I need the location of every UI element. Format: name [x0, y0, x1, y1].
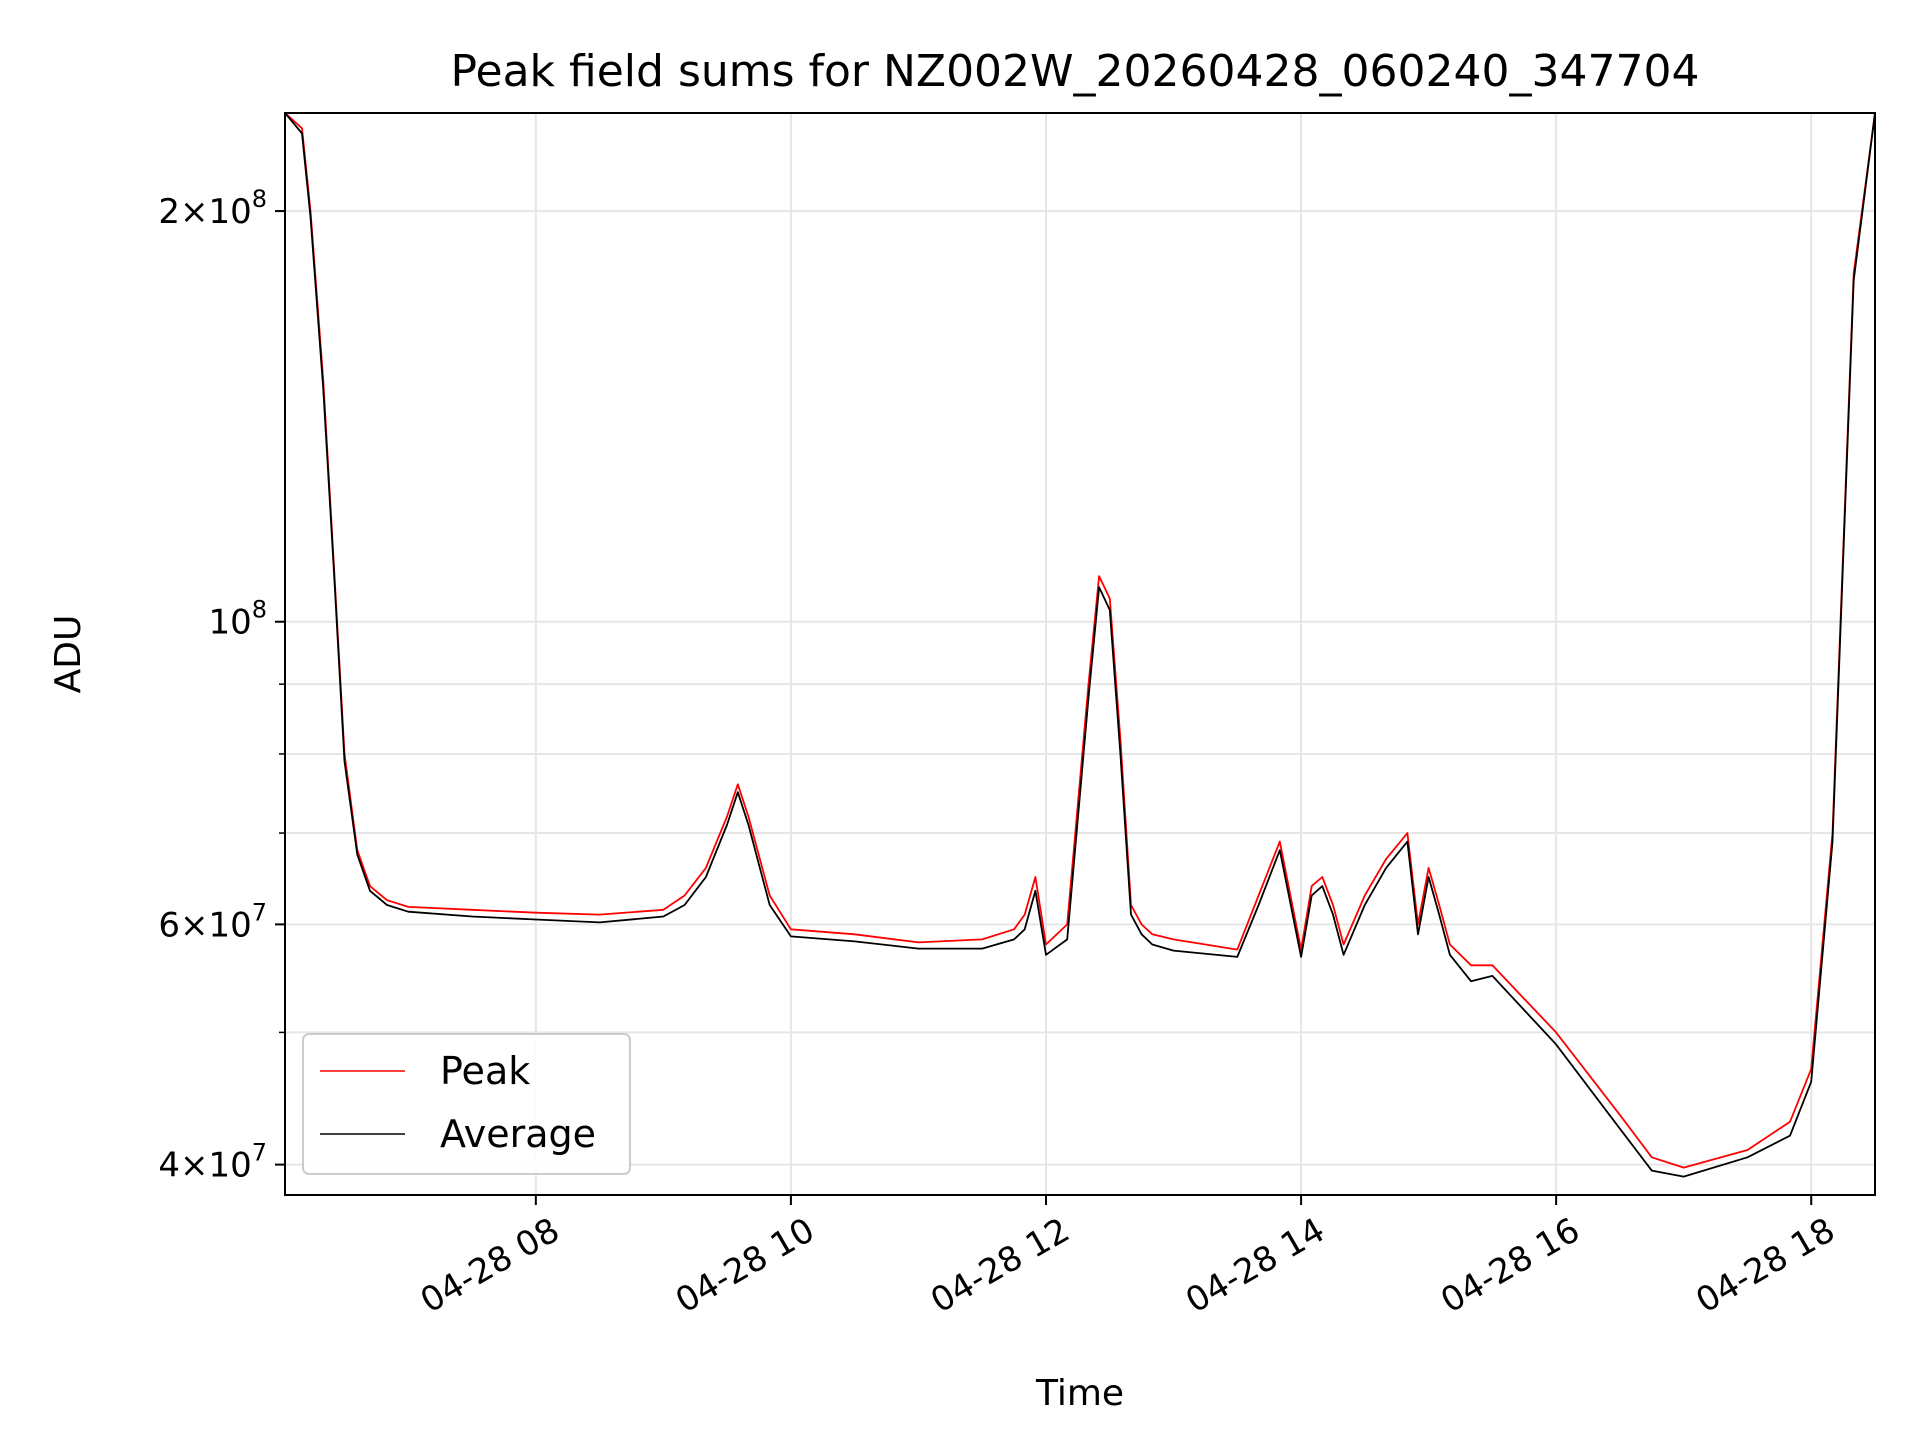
y-tick-label: 4×107: [158, 1139, 267, 1186]
x-axis-label: Time: [1035, 1373, 1124, 1414]
plot-frame: [284, 112, 1876, 1196]
y-tick-label: 6×107: [158, 898, 267, 945]
series-line-peak: [285, 113, 1875, 1169]
legend: Peak Average: [302, 1033, 631, 1175]
series-line-average: [285, 113, 1875, 1178]
y-tick-label: 108: [208, 596, 267, 643]
legend-label-average: Average: [440, 1112, 596, 1156]
legend-box: [302, 1033, 631, 1175]
legend-label-peak: Peak: [440, 1049, 530, 1093]
y-axis: 4×107 6×107 108 2×108: [158, 185, 285, 1186]
plot-area: [285, 113, 1875, 1178]
y-tick-label: 2×108: [158, 185, 267, 232]
y-axis-label: ADU: [48, 615, 89, 694]
chart-title: Peak field sums for NZ002W_20260428_0602…: [451, 46, 1700, 97]
